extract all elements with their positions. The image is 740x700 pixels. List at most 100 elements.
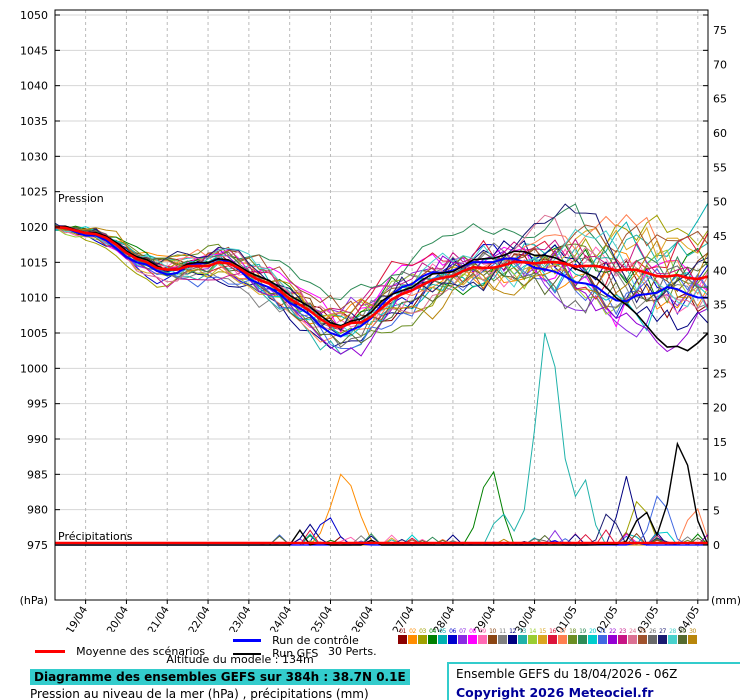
control-line-sample bbox=[233, 639, 261, 642]
svg-text:60: 60 bbox=[713, 127, 727, 140]
svg-text:21/04: 21/04 bbox=[146, 604, 172, 632]
svg-text:(mm): (mm) bbox=[711, 594, 740, 607]
member-11-number: 11 bbox=[499, 628, 506, 635]
member-10-color-square bbox=[488, 635, 497, 644]
svg-text:1045: 1045 bbox=[20, 44, 48, 57]
member-25-color-square bbox=[638, 635, 647, 644]
member-29-number: 29 bbox=[679, 628, 686, 635]
member-4-color-square bbox=[428, 635, 437, 644]
member-11-color-square bbox=[498, 635, 507, 644]
member-28-pressure-line bbox=[54, 223, 709, 334]
member-1-swatch: 01 bbox=[398, 628, 407, 644]
member-20-number: 20 bbox=[589, 628, 596, 635]
member-12-number: 12 bbox=[509, 628, 516, 635]
member-27-precip-line bbox=[55, 513, 708, 546]
run-info-label: Ensemble GEFS du 18/04/2026 - 06Z bbox=[456, 667, 678, 681]
member-17-number: 17 bbox=[559, 628, 566, 635]
footer-rule bbox=[447, 662, 740, 664]
svg-text:5: 5 bbox=[713, 505, 720, 518]
member-18-color-square bbox=[568, 635, 577, 644]
svg-text:985: 985 bbox=[27, 468, 48, 481]
svg-text:1050: 1050 bbox=[20, 9, 48, 22]
ensemble-chart: 1050104510401035103010251020101510101005… bbox=[20, 9, 740, 632]
member-13-color-square bbox=[518, 635, 527, 644]
legend-control-label: Run de contrôle bbox=[272, 634, 359, 647]
svg-text:45: 45 bbox=[713, 230, 727, 243]
member-13-swatch: 13 bbox=[518, 628, 527, 644]
member-17-color-square bbox=[558, 635, 567, 644]
member-4-swatch: 04 bbox=[428, 628, 437, 644]
svg-text:0: 0 bbox=[713, 539, 720, 552]
member-6-number: 06 bbox=[449, 628, 456, 635]
member-16-swatch: 16 bbox=[548, 628, 557, 644]
member-10-swatch: 10 bbox=[488, 628, 497, 644]
member-14-color-square bbox=[528, 635, 537, 644]
copyright-label[interactable]: Copyright 2026 Meteociel.fr bbox=[456, 685, 654, 700]
svg-text:995: 995 bbox=[27, 398, 48, 411]
member-7-swatch: 07 bbox=[458, 628, 467, 644]
gfs-precip-line bbox=[55, 441, 709, 546]
svg-text:15: 15 bbox=[713, 436, 727, 449]
member-14-swatch: 14 bbox=[528, 628, 537, 644]
member-16-number: 16 bbox=[549, 628, 556, 635]
member-23-swatch: 23 bbox=[618, 628, 627, 644]
member-8-color-square bbox=[468, 635, 477, 644]
diagram-subtitle: Pression au niveau de la mer (hPa) , pré… bbox=[30, 687, 369, 700]
member-22-number: 22 bbox=[609, 628, 616, 635]
member-19-color-square bbox=[578, 635, 587, 644]
member-6-color-square bbox=[448, 635, 457, 644]
svg-text:55: 55 bbox=[713, 161, 727, 174]
member-28-color-square bbox=[668, 635, 677, 644]
member-19-pressure-line bbox=[54, 203, 709, 301]
member-9-number: 09 bbox=[479, 628, 486, 635]
member-15-color-square bbox=[538, 635, 547, 644]
model-altitude-label: Altitude du modele : 134m bbox=[166, 653, 314, 666]
member-6-swatch: 06 bbox=[448, 628, 457, 644]
member-16-color-square bbox=[548, 635, 557, 644]
member-26-swatch: 26 bbox=[648, 628, 657, 644]
axes-frame bbox=[54, 9, 709, 604]
member-21-swatch: 21 bbox=[598, 628, 607, 644]
member-6-precip-line bbox=[55, 517, 708, 546]
svg-text:30: 30 bbox=[713, 333, 727, 346]
member-3-pressure-line bbox=[54, 214, 709, 328]
svg-text:26/04: 26/04 bbox=[350, 604, 376, 632]
legend-mean: Moyenne des scénarios bbox=[35, 641, 205, 660]
member-12-color-square bbox=[508, 635, 517, 644]
gridlines bbox=[55, 10, 708, 600]
member-30-number: 30 bbox=[689, 628, 696, 635]
perts-count-label: 30 Perts. bbox=[328, 645, 377, 658]
member-28-number: 28 bbox=[669, 628, 676, 635]
svg-text:1020: 1020 bbox=[20, 221, 48, 234]
member-18-number: 18 bbox=[569, 628, 576, 635]
svg-text:24/04: 24/04 bbox=[268, 604, 294, 632]
member-23-color-square bbox=[618, 635, 627, 644]
member-26-number: 26 bbox=[649, 628, 656, 635]
member-9-color-square bbox=[478, 635, 487, 644]
member-2-swatch: 02 bbox=[408, 628, 417, 644]
member-8-number: 08 bbox=[469, 628, 476, 635]
legend-control: Run de contrôle bbox=[233, 630, 359, 649]
svg-text:1035: 1035 bbox=[20, 115, 48, 128]
footer-divider bbox=[447, 663, 449, 700]
axis-labels: 1050104510401035103010251020101510101005… bbox=[20, 9, 740, 632]
member-5-swatch: 05 bbox=[438, 628, 447, 644]
member-21-pressure-line bbox=[54, 226, 709, 350]
svg-text:50: 50 bbox=[713, 196, 727, 209]
member-21-number: 21 bbox=[599, 628, 606, 635]
member-2-number: 02 bbox=[409, 628, 416, 635]
member-21-precip-line bbox=[55, 495, 708, 546]
member-13-number: 13 bbox=[519, 628, 526, 635]
member-5-color-square bbox=[438, 635, 447, 644]
svg-text:65: 65 bbox=[713, 93, 727, 106]
member-10-number: 10 bbox=[489, 628, 496, 635]
member-24-swatch: 24 bbox=[628, 628, 637, 644]
member-21-color-square bbox=[598, 635, 607, 644]
member-5-number: 05 bbox=[439, 628, 446, 635]
member-29-pressure-line bbox=[54, 224, 709, 345]
member-30-swatch: 30 bbox=[688, 628, 697, 644]
precipitation-lines bbox=[55, 332, 709, 547]
member-11-swatch: 11 bbox=[498, 628, 507, 644]
member-20-color-square bbox=[588, 635, 597, 644]
perts-swatches: 01 02 03 04 05 06 07 08 09 10 11 12 13 14 15 16 17 18 19 20… bbox=[398, 628, 698, 647]
